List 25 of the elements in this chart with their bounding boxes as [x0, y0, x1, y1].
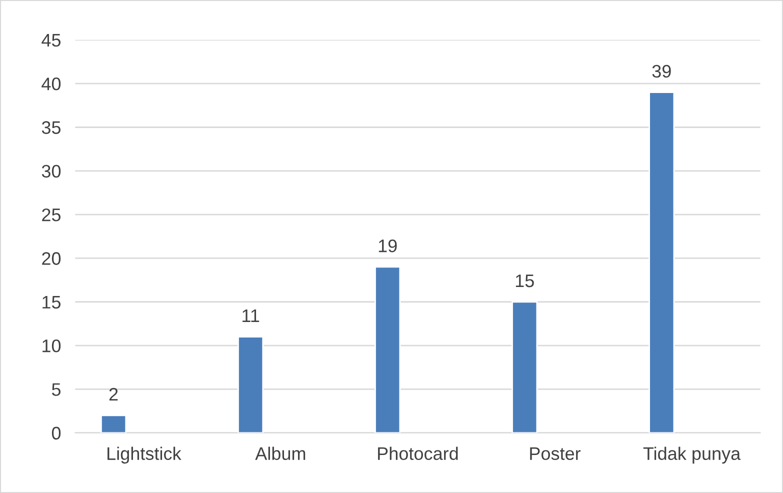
y-tick-label: 10	[42, 339, 61, 352]
y-tick-label: 15	[42, 296, 61, 309]
x-tick-label: Poster	[530, 447, 581, 460]
y-tick-label: 20	[42, 252, 61, 265]
data-label: 39	[652, 64, 671, 78]
y-tick-label: 40	[42, 78, 61, 90]
y-tick-label: 45	[42, 34, 61, 47]
x-tick-label: Lightstick	[108, 446, 182, 464]
bar	[238, 336, 264, 433]
x-tick-label: Tidak punya	[643, 446, 741, 464]
data-label: 11	[242, 310, 260, 322]
y-tick-label: 35	[42, 121, 61, 134]
data-label: 15	[516, 274, 534, 288]
x-tick-label: Album	[255, 446, 306, 460]
bar	[100, 414, 127, 433]
bar	[512, 301, 538, 433]
y-tick-label: 30	[42, 164, 61, 178]
data-label: 2	[109, 388, 118, 401]
bar	[374, 266, 401, 433]
data-label: 19	[378, 239, 397, 252]
y-tick-label: 0	[52, 426, 61, 440]
y-tick-label: 25	[42, 208, 61, 222]
y-tick-label: 5	[52, 383, 61, 396]
bar	[648, 92, 675, 433]
x-tick-label: Photocard	[378, 446, 458, 460]
